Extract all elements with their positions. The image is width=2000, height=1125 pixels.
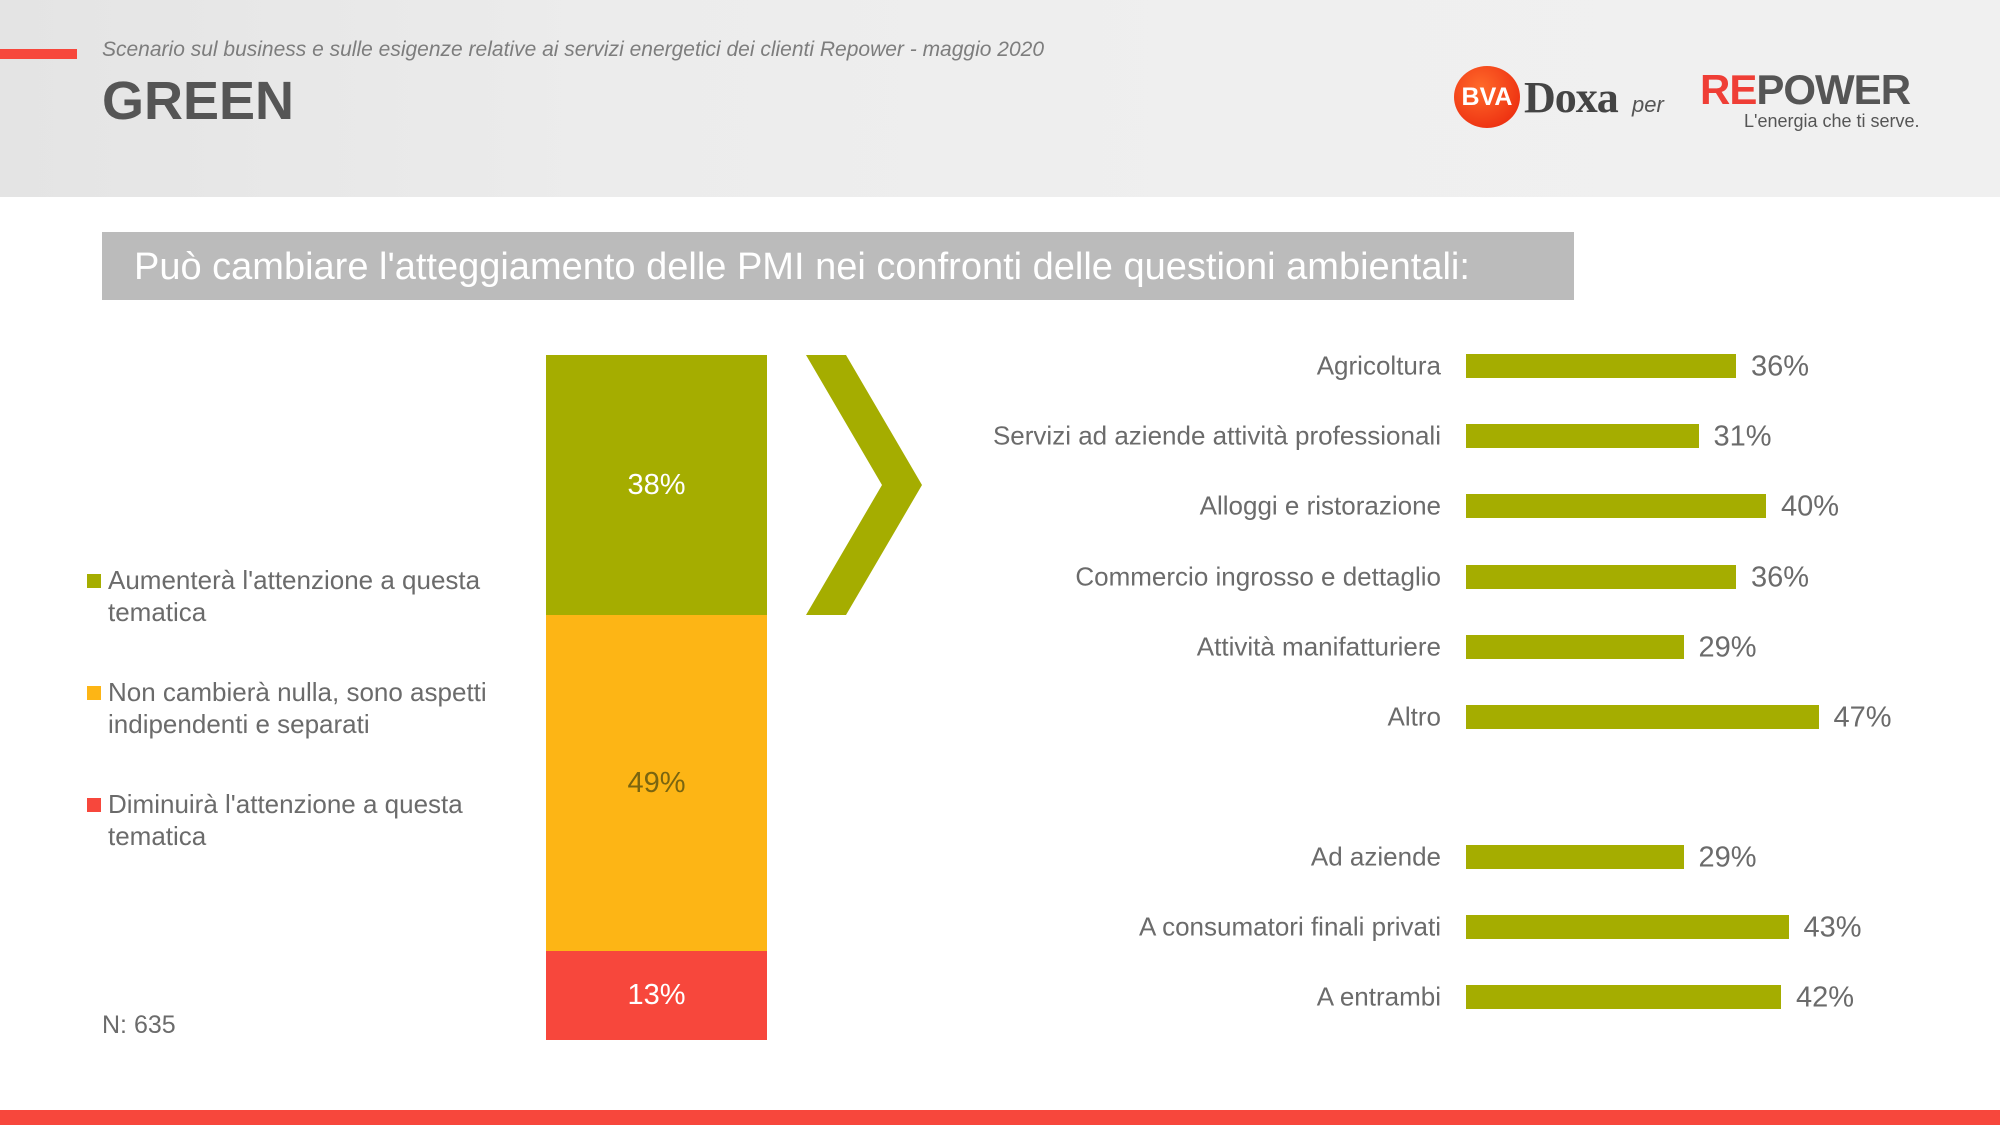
doxa-logo: Doxa: [1524, 73, 1619, 122]
accent-bar: [0, 49, 77, 59]
bar-value-label: 36%: [1751, 561, 1810, 594]
bar-category-label: Attività manifatturiere: [1196, 631, 1441, 662]
bar-category-label: A consumatori finali privati: [1138, 911, 1441, 942]
question-box: Può cambiare l'atteggiamento delle PMI n…: [102, 232, 1574, 300]
header-banner: Scenario sul business e sulle esigenze r…: [0, 0, 2000, 197]
legend-swatch: [87, 686, 101, 700]
bva-logo: BVA: [1454, 66, 1520, 128]
bar: [1466, 705, 1819, 729]
bar-value-label: 47%: [1833, 701, 1892, 734]
bar-value-label: 29%: [1698, 841, 1757, 874]
legend-swatch: [87, 798, 101, 812]
segment-value-label: 13%: [627, 978, 686, 1011]
bar-category-label: A entrambi: [1316, 981, 1441, 1012]
bar-value-label: 31%: [1713, 420, 1772, 453]
bar-value-label: 42%: [1796, 981, 1855, 1014]
repower-tagline: L'energia che ti serve.: [1744, 111, 1920, 131]
section-title: GREEN: [102, 71, 295, 131]
stacked-segment: 38%: [546, 355, 767, 616]
bar: [1466, 354, 1736, 378]
question-text: Può cambiare l'atteggiamento delle PMI n…: [134, 246, 1470, 288]
bar-value-label: 36%: [1751, 350, 1810, 383]
bar-value-label: 43%: [1803, 911, 1862, 944]
repower-logo: REPOWER: [1700, 66, 1911, 114]
legend-label: Non cambierà nulla, sono aspetti indipen…: [108, 677, 487, 739]
bar-category-label: Alloggi e ristorazione: [1199, 490, 1441, 521]
legend-swatch: [87, 574, 101, 588]
sample-size: N: 635: [102, 1011, 176, 1039]
repower-logo-re: RE: [1700, 66, 1757, 113]
bar-category-label: Ad aziende: [1310, 841, 1441, 872]
bar-category-label: Commercio ingrosso e dettaglio: [1075, 561, 1441, 592]
bar-value-label: 40%: [1781, 490, 1840, 523]
per-text: per: [1632, 92, 1664, 117]
bar-category-label: Servizi ad aziende attività professional…: [992, 420, 1441, 451]
stacked-segment: 49%: [546, 615, 767, 951]
bar: [1466, 985, 1781, 1009]
stacked-segment: 13%: [546, 950, 767, 1040]
bar: [1466, 635, 1684, 659]
segment-value-label: 38%: [627, 468, 686, 501]
bar: [1466, 915, 1789, 939]
bar: [1466, 424, 1699, 448]
bar: [1466, 494, 1766, 518]
bva-logo-text: BVA: [1461, 82, 1513, 111]
repower-logo-power: POWER: [1756, 66, 1911, 113]
report-subtitle: Scenario sul business e sulle esigenze r…: [102, 38, 1044, 61]
segment-value-label: 49%: [627, 766, 686, 799]
bar: [1466, 565, 1736, 589]
bar-category-label: Agricoltura: [1316, 350, 1441, 381]
legend-label: Diminuirà l'attenzione a questa tematica: [108, 789, 463, 851]
legend-label: Aumenterà l'attenzione a questa tematica: [108, 565, 481, 627]
chevron-arrow-icon: [806, 355, 922, 615]
bar-value-label: 29%: [1698, 631, 1757, 664]
bar-category-label: Altro: [1387, 701, 1441, 732]
bar: [1466, 845, 1684, 869]
footer-bar: [0, 1110, 2000, 1125]
